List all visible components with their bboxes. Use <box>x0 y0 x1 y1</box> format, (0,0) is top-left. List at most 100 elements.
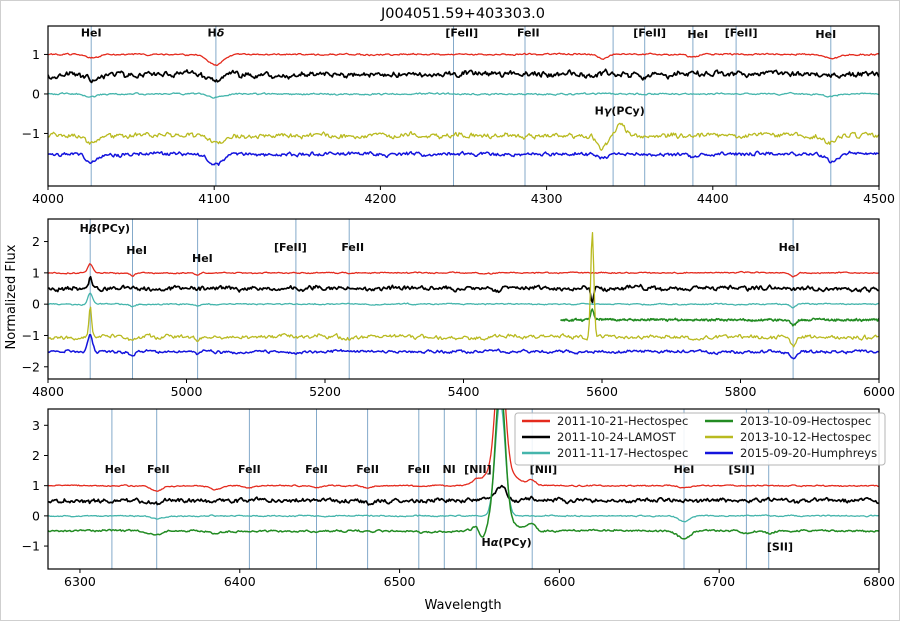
y-tick-label: −1 <box>22 328 40 343</box>
line-annotation: FeII <box>517 27 540 40</box>
x-tick-label: 5000 <box>171 384 203 399</box>
panel-frame <box>47 218 880 380</box>
x-tick-label: 4500 <box>863 191 895 206</box>
legend-entry: 2011-11-17-Hectospec <box>522 446 688 460</box>
x-axis-label: Wavelength <box>424 598 501 613</box>
legend-entry: 2013-10-09-Hectospec <box>705 414 871 428</box>
panel-bottom: 6300 6400 6500 6600 6700 6800 3 2 1 0 −1 HeI FeII FeI… <box>22 408 895 589</box>
series-2013-10-12-Hectospec <box>48 122 879 151</box>
line-annotation: FeII <box>238 463 261 476</box>
line-annotation: Hα(PCy) <box>482 536 532 549</box>
x-tick-label: 6800 <box>863 574 895 589</box>
series-2011-10-21-Hectospec <box>48 52 879 67</box>
series-2011-11-17-Hectospec <box>48 409 879 523</box>
x-ticks: 6300 6400 6500 6600 6700 6800 <box>64 569 895 589</box>
series-2011-10-24-LAMOST <box>48 484 879 506</box>
x-tick-label: 6700 <box>703 574 735 589</box>
legend-label: 2013-10-09-Hectospec <box>740 414 871 428</box>
y-tick-label: 1 <box>32 265 40 280</box>
line-annotation: Hδ <box>208 27 225 40</box>
line-annotation: HeI <box>815 28 836 41</box>
series-2011-10-21-Hectospec <box>48 409 879 492</box>
series-2013-10-09-Hectospec <box>559 308 879 327</box>
series-2011-11-17-Hectospec <box>48 91 879 99</box>
series-2011-10-21-Hectospec <box>48 263 879 278</box>
series-2015-09-20-Humphreys <box>48 334 879 360</box>
line-annotation: [FeII] <box>725 27 758 40</box>
legend-label: 2013-10-12-Hectospec <box>740 430 871 444</box>
x-tick-label: 6300 <box>64 574 96 589</box>
line-annotation: HeI <box>687 28 708 41</box>
x-tick-label: 5400 <box>448 384 480 399</box>
line-annotation: Hγ(PCy) <box>595 105 645 118</box>
series-2015-09-20-Humphreys <box>48 150 879 166</box>
line-annotation: [FeII] <box>445 27 478 40</box>
x-tick-label: 4400 <box>697 191 729 206</box>
line-annotation: HeI <box>674 463 695 476</box>
x-tick-label: 6500 <box>384 574 416 589</box>
line-annotation: HeI <box>192 252 213 265</box>
x-tick-label: 5600 <box>586 384 618 399</box>
y-tick-label: 1 <box>32 478 40 493</box>
series-2011-11-17-Hectospec <box>48 292 879 309</box>
y-tick-label: 2 <box>32 234 40 249</box>
line-annotation: HeI <box>81 27 102 40</box>
x-tick-label: 6000 <box>863 384 895 399</box>
series-2011-10-24-LAMOST <box>48 275 879 304</box>
x-tick-label: 6600 <box>543 574 575 589</box>
line-annotation: [SII] <box>767 541 793 554</box>
line-annotation: [NII] <box>464 463 491 476</box>
panel-top: 4000 4100 4200 4300 4400 4500 1 0 −1 HeI Hδ [FeII] F… <box>22 25 895 206</box>
x-tick-label: 4200 <box>364 191 396 206</box>
legend-label: 2015-09-20-Humphreys <box>740 446 877 460</box>
x-tick-label: 6400 <box>224 574 256 589</box>
y-tick-label: 0 <box>32 86 40 101</box>
y-tick-label: −1 <box>22 126 40 141</box>
line-annotation: [NII] <box>530 463 557 476</box>
x-tick-label: 4800 <box>32 384 64 399</box>
y-tick-label: 1 <box>32 47 40 62</box>
series-2013-10-12-Hectospec <box>48 231 879 348</box>
x-tick-label: 5800 <box>725 384 757 399</box>
x-tick-label: 4000 <box>32 191 64 206</box>
y-tick-label: −1 <box>22 539 40 554</box>
legend-label: 2011-10-24-LAMOST <box>557 430 677 444</box>
legend-entry: 2013-10-12-Hectospec <box>705 430 871 444</box>
line-annotation: FeII <box>407 463 430 476</box>
x-ticks: 4000 4100 4200 4300 4400 4500 <box>32 186 895 206</box>
y-axis-label: Normalized Flux <box>4 244 19 349</box>
line-annotation: HeI <box>105 463 126 476</box>
legend-label: 2011-11-17-Hectospec <box>557 446 688 460</box>
line-annotation: [FeII] <box>633 27 666 40</box>
y-tick-label: 0 <box>32 508 40 523</box>
series-2013-10-09-Hectospec <box>48 409 879 540</box>
x-tick-label: 5200 <box>309 384 341 399</box>
legend-entry: 2011-10-24-LAMOST <box>522 430 677 444</box>
legend: 2011-10-21-Hectospec 2011-10-24-LAMOST 201… <box>514 412 886 466</box>
y-ticks: 3 2 1 0 −1 <box>22 418 48 554</box>
line-annotation: Hβ(PCy) <box>80 222 130 235</box>
legend-box <box>514 412 886 466</box>
line-annotation: [FeII] <box>274 241 307 254</box>
y-ticks: 1 0 −1 <box>22 47 48 141</box>
y-tick-label: 0 <box>32 297 40 312</box>
legend-label: 2011-10-21-Hectospec <box>557 414 688 428</box>
panel-frame <box>47 25 880 187</box>
y-tick-label: −2 <box>22 359 40 374</box>
series-2011-10-24-LAMOST <box>48 68 879 84</box>
y-ticks: 2 1 0 −1 −2 <box>22 234 48 374</box>
line-annotation: FeII <box>147 463 170 476</box>
line-annotation: NI <box>442 463 455 476</box>
line-annotation: FeII <box>356 463 379 476</box>
panel-middle: 4800 5000 5200 5400 5600 5800 6000 2 1 0 −1 −2 Hβ(PC… <box>22 218 895 399</box>
plot-title: J004051.59+403303.0 <box>380 6 545 22</box>
panel-frame <box>47 408 880 570</box>
line-annotation: FeII <box>341 241 364 254</box>
y-tick-label: 3 <box>32 418 40 433</box>
line-annotation: HeI <box>126 244 147 257</box>
x-tick-label: 4100 <box>198 191 230 206</box>
y-tick-label: 2 <box>32 448 40 463</box>
legend-entry: 2011-10-21-Hectospec <box>522 414 688 428</box>
